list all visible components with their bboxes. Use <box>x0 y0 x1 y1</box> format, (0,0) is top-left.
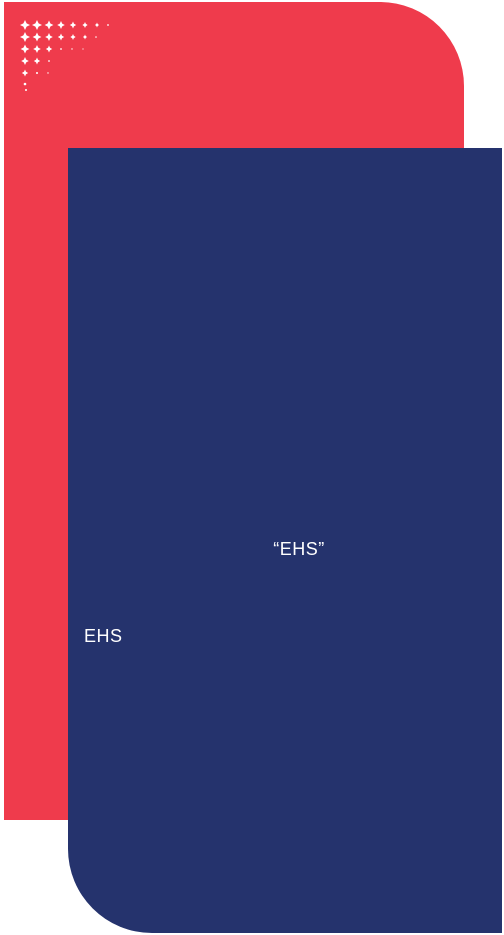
side-label: EHS <box>84 626 123 646</box>
dots-grid-icon <box>20 20 109 91</box>
blue-panel <box>68 148 502 933</box>
quote-label: “EHS” <box>273 539 325 559</box>
